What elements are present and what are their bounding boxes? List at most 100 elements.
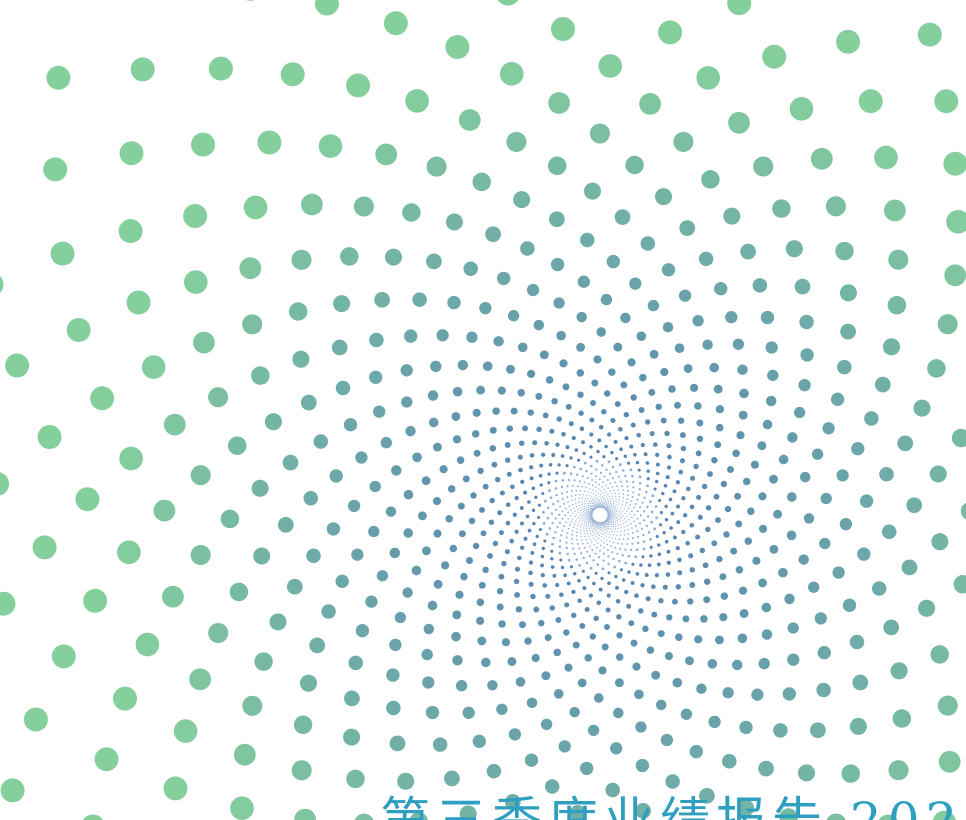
spiral-dot bbox=[556, 416, 562, 422]
spiral-dot bbox=[496, 588, 504, 595]
spiral-dot bbox=[655, 534, 659, 539]
spiral-dot bbox=[605, 535, 607, 537]
spiral-dot bbox=[610, 500, 612, 502]
spiral-dot bbox=[514, 529, 519, 534]
spiral-dot bbox=[642, 625, 649, 632]
spiral-dot bbox=[703, 596, 711, 604]
spiral-dot bbox=[594, 539, 597, 542]
spiral-dot bbox=[586, 516, 588, 518]
spiral-dot bbox=[707, 471, 713, 478]
spiral-dot bbox=[583, 530, 585, 532]
spiral-dot bbox=[740, 243, 756, 260]
spiral-dot bbox=[614, 518, 616, 520]
spiral-dot bbox=[601, 530, 603, 532]
spiral-dot bbox=[701, 170, 720, 189]
spiral-dot bbox=[620, 530, 622, 533]
spiral-dot bbox=[581, 516, 583, 518]
spiral-dot bbox=[586, 521, 588, 524]
spiral-dot bbox=[532, 521, 536, 526]
spiral-dot bbox=[586, 500, 588, 502]
spiral-dot bbox=[638, 481, 642, 485]
spiral-dot bbox=[601, 525, 603, 527]
spiral-dot bbox=[624, 474, 627, 478]
spiral-dot bbox=[578, 504, 580, 506]
spiral-dot bbox=[560, 492, 564, 495]
spiral-dot bbox=[600, 540, 602, 542]
spiral-dot bbox=[836, 469, 849, 482]
spiral-dot bbox=[590, 519, 592, 521]
spiral-dot bbox=[230, 796, 254, 820]
spiral-dot bbox=[594, 506, 597, 508]
spiral-dot bbox=[631, 562, 635, 566]
spiral-dot bbox=[577, 458, 581, 462]
spiral-dot bbox=[610, 509, 612, 511]
spiral-dot bbox=[571, 589, 576, 595]
spiral-dot bbox=[597, 504, 599, 506]
spiral-dot bbox=[577, 525, 579, 527]
spiral-dot bbox=[591, 549, 594, 551]
spiral-dot bbox=[588, 522, 590, 524]
spiral-dot bbox=[592, 501, 595, 503]
spiral-dot bbox=[389, 735, 406, 752]
spiral-dot bbox=[662, 321, 674, 333]
spiral-dot bbox=[604, 521, 606, 523]
spiral-dot bbox=[335, 574, 349, 588]
spiral-dot bbox=[634, 502, 637, 505]
spiral-dot bbox=[572, 526, 575, 529]
spiral-dot bbox=[814, 612, 827, 625]
spiral-dot bbox=[605, 468, 608, 471]
spiral-dot bbox=[540, 554, 545, 559]
spiral-dot bbox=[938, 750, 961, 773]
spiral-dot bbox=[664, 652, 673, 661]
spiral-dot bbox=[354, 813, 374, 820]
spiral-dot bbox=[599, 549, 602, 552]
spiral-dot bbox=[607, 510, 609, 512]
spiral-dot bbox=[618, 492, 620, 495]
spiral-dot bbox=[141, 355, 166, 379]
spiral-dot bbox=[761, 602, 772, 613]
spiral-dot bbox=[581, 569, 585, 573]
spiral-dot bbox=[556, 500, 560, 503]
spiral-dot bbox=[597, 524, 600, 527]
spiral-dot bbox=[582, 451, 586, 456]
spiral-dot bbox=[447, 485, 456, 493]
spiral-dot bbox=[639, 563, 643, 567]
spiral-dot bbox=[738, 586, 748, 595]
spiral-dot bbox=[611, 531, 613, 533]
spiral-dot bbox=[622, 500, 624, 502]
spiral-dot bbox=[512, 512, 517, 517]
spiral-dot bbox=[583, 490, 586, 492]
spiral-dot bbox=[646, 477, 650, 481]
spiral-dot bbox=[380, 437, 392, 449]
spiral-dot bbox=[567, 558, 571, 562]
spiral-dot bbox=[32, 535, 57, 560]
spiral-dot bbox=[286, 578, 303, 595]
spiral-dot bbox=[607, 562, 611, 566]
spiral-dot bbox=[605, 496, 607, 498]
spiral-dot bbox=[609, 511, 611, 513]
spiral-dot bbox=[612, 498, 614, 500]
spiral-dot bbox=[562, 383, 570, 391]
spiral-dot bbox=[588, 513, 590, 516]
spiral-dot bbox=[595, 531, 597, 533]
spiral-dot bbox=[242, 695, 263, 716]
spiral-dot bbox=[591, 528, 593, 530]
spiral-dot bbox=[582, 556, 585, 560]
spiral-dot bbox=[752, 278, 768, 293]
spiral-dot bbox=[590, 492, 592, 494]
spiral-dot bbox=[615, 501, 617, 503]
spiral-dot bbox=[542, 521, 546, 525]
spiral-dot bbox=[605, 782, 620, 798]
spiral-dot bbox=[612, 515, 614, 517]
spiral-dot bbox=[531, 653, 540, 663]
spiral-dot bbox=[953, 575, 966, 594]
spiral-dot bbox=[720, 592, 729, 600]
spiral-dot bbox=[504, 442, 511, 448]
spiral-dot bbox=[714, 635, 724, 645]
spiral-dot bbox=[611, 551, 614, 554]
spiral-dot bbox=[602, 503, 604, 505]
spiral-dot bbox=[592, 511, 594, 513]
spiral-dot bbox=[657, 630, 665, 638]
spiral-dot bbox=[601, 495, 603, 498]
spiral-dot bbox=[254, 652, 273, 671]
